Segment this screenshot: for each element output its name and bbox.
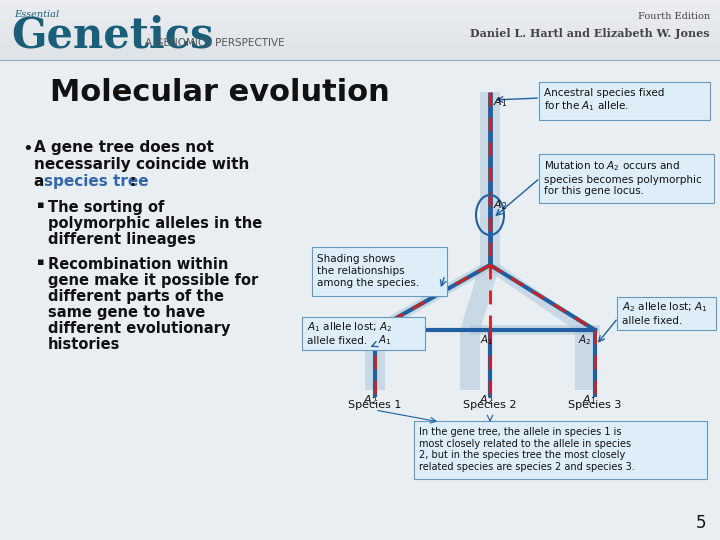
Polygon shape: [365, 265, 500, 390]
FancyBboxPatch shape: [616, 296, 716, 329]
Text: Species 3: Species 3: [568, 400, 621, 410]
Text: $A_2$: $A_2$: [479, 393, 493, 407]
Text: The sorting of: The sorting of: [48, 200, 164, 215]
Text: same gene to have: same gene to have: [48, 305, 205, 320]
Text: •: •: [22, 140, 32, 158]
Polygon shape: [470, 325, 600, 335]
Text: species tree: species tree: [44, 174, 148, 189]
Text: Daniel L. Hartl and Elizabeth W. Jones: Daniel L. Hartl and Elizabeth W. Jones: [470, 28, 710, 39]
Text: In the gene tree, the allele in species 1 is
most closely related to the allele : In the gene tree, the allele in species …: [419, 427, 635, 472]
Text: a: a: [34, 174, 50, 189]
Text: different lineages: different lineages: [48, 232, 196, 247]
Text: Mutation to $A_2$ occurs and
species becomes polymorphic
for this gene locus.: Mutation to $A_2$ occurs and species bec…: [544, 159, 702, 197]
Text: $A_1$: $A_1$: [378, 333, 392, 347]
Polygon shape: [460, 265, 500, 390]
Polygon shape: [480, 265, 595, 390]
Text: Shading shows
the relationships
among the species.: Shading shows the relationships among th…: [317, 254, 419, 288]
FancyBboxPatch shape: [413, 421, 706, 478]
Text: necessarily coincide with: necessarily coincide with: [34, 157, 249, 172]
Text: ▪: ▪: [37, 257, 45, 267]
Text: $A_1$: $A_1$: [582, 393, 596, 407]
Text: Species 2: Species 2: [463, 400, 517, 410]
Text: :: :: [129, 174, 135, 189]
Text: Essential: Essential: [14, 10, 59, 19]
Text: different parts of the: different parts of the: [48, 289, 224, 304]
Text: $A_2$: $A_2$: [363, 393, 377, 407]
Text: Genetics: Genetics: [11, 15, 214, 57]
Text: Recombination within: Recombination within: [48, 257, 228, 272]
Text: 5: 5: [696, 514, 706, 532]
Text: ▪: ▪: [37, 200, 45, 210]
Text: Ancestral species fixed
for the $A_1$ allele.: Ancestral species fixed for the $A_1$ al…: [544, 87, 665, 113]
Text: $A_2$: $A_2$: [578, 333, 592, 347]
Text: $A_1$: $A_1$: [480, 333, 494, 347]
Text: Fourth Edition: Fourth Edition: [638, 12, 710, 21]
Text: A gene tree does not: A gene tree does not: [34, 140, 214, 155]
Text: A GENOMICS PERSPECTIVE: A GENOMICS PERSPECTIVE: [145, 38, 284, 48]
FancyBboxPatch shape: [539, 153, 714, 202]
Text: polymorphic alleles in the: polymorphic alleles in the: [48, 216, 262, 231]
FancyBboxPatch shape: [539, 82, 709, 119]
Text: $A_1$: $A_1$: [493, 95, 508, 109]
FancyBboxPatch shape: [302, 316, 425, 349]
Text: $A_2$: $A_2$: [493, 198, 508, 212]
Text: $A_2$ allele lost; $A_1$
allele fixed.: $A_2$ allele lost; $A_1$ allele fixed.: [622, 300, 708, 326]
Text: Molecular evolution: Molecular evolution: [50, 78, 390, 107]
Text: different evolutionary: different evolutionary: [48, 321, 230, 336]
Text: Species 1: Species 1: [348, 400, 402, 410]
Text: gene make it possible for: gene make it possible for: [48, 273, 258, 288]
Text: histories: histories: [48, 337, 120, 352]
FancyBboxPatch shape: [312, 246, 446, 295]
Text: $A_1$ allele lost; $A_2$
allele fixed.: $A_1$ allele lost; $A_2$ allele fixed.: [307, 320, 392, 346]
